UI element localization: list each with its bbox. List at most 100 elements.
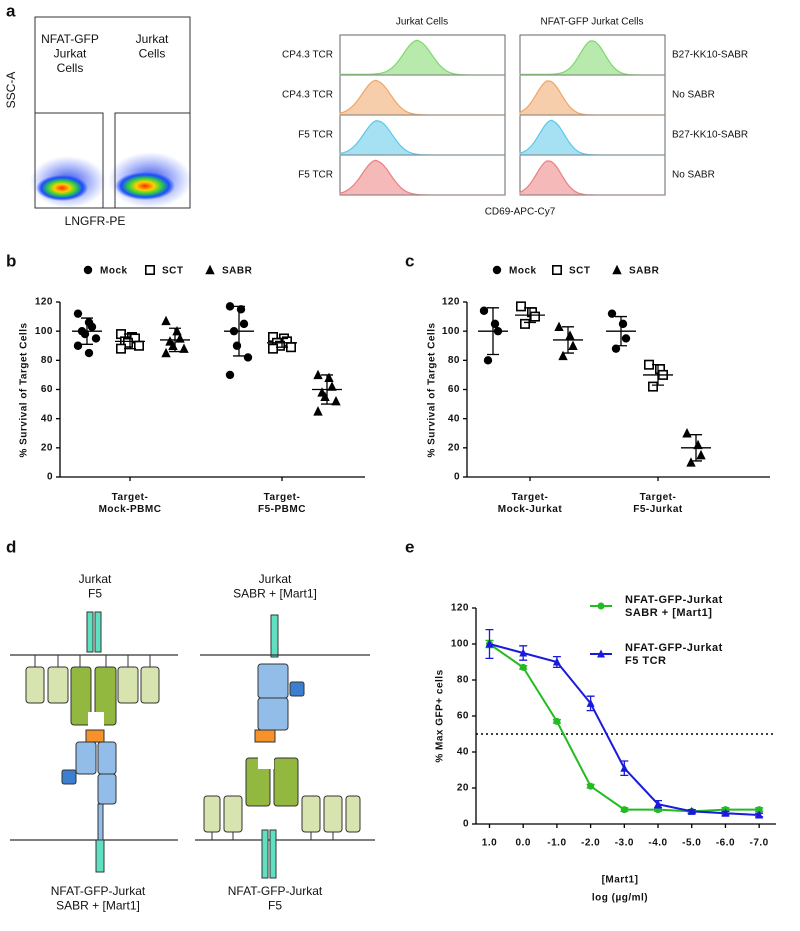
marker [519, 318, 530, 329]
legend-marker [551, 264, 562, 275]
marker [620, 763, 629, 772]
marker [686, 457, 696, 467]
marker [485, 639, 494, 648]
marker [654, 799, 663, 808]
marker [607, 309, 617, 318]
x-tick-label: Target-F5-PBMC [258, 492, 306, 515]
x-tick-label: Target-F5-Jurkat [633, 492, 683, 515]
diagram: Jurkat F5 NFAT-GFP-Jurkat SABR + [Mart1] J… [10, 572, 375, 913]
tcr [261, 829, 269, 879]
legend-label: SCT [162, 266, 184, 277]
y-tick-label: 60 [457, 711, 469, 722]
error-bar [615, 315, 627, 347]
marker [618, 319, 628, 329]
marker [134, 340, 145, 351]
marker [721, 808, 730, 817]
x-tick-label: -7.0 [750, 838, 769, 849]
row-label: CP4.3 TCR [282, 50, 333, 61]
series-line [488, 643, 760, 813]
diagram-label: NFAT-GFP-Jurkat SABR + [Mart1] [51, 884, 146, 912]
marker [161, 315, 171, 326]
legend-label: NFAT-GFP-Jurkat SABR + [Mart1] [625, 594, 723, 619]
mhc [70, 666, 117, 726]
marker [232, 341, 242, 350]
row-label: F5 TCR [298, 130, 333, 141]
diagram-label: Jurkat F5 [79, 572, 112, 600]
y-tick-label: 80 [41, 355, 53, 366]
column-title: NFAT-GFP Jurkat Cells [541, 17, 644, 28]
sabr [61, 741, 117, 805]
notch [258, 757, 274, 769]
y-tick-label: 100 [451, 639, 469, 650]
histogram [339, 120, 505, 156]
x-tick-label: Target-Mock-PBMC [99, 492, 162, 515]
marker [696, 449, 706, 460]
panel-label: b [6, 251, 16, 270]
x-tick-label: -3.0 [615, 838, 634, 849]
histogram [519, 40, 665, 76]
x-tick-label: -4.0 [648, 838, 667, 849]
gate [114, 112, 191, 209]
panel-label: e [405, 537, 414, 556]
legend-label: SCT [569, 266, 591, 277]
marker [620, 806, 628, 814]
marker [225, 370, 235, 380]
y-tick-label: 0 [463, 819, 469, 830]
marker [755, 806, 763, 814]
error-bar [690, 434, 702, 462]
marker [515, 301, 526, 312]
legend-label: Mock [100, 266, 128, 277]
error-bar [233, 305, 245, 357]
gate-label: NFAT-GFP Jurkat Cells [41, 32, 99, 75]
marker [313, 406, 323, 416]
histograms: Jurkat Cells NFAT-GFP Jurkat Cells CD69-… [282, 17, 748, 218]
y-tick-label: 20 [41, 442, 53, 453]
y-tick-label: 60 [448, 384, 460, 395]
cd3 [203, 795, 361, 840]
x-tick-label: -6.0 [716, 838, 735, 849]
legend-label: Mock [509, 266, 537, 277]
marker [552, 657, 561, 666]
marker [647, 381, 658, 392]
marker [327, 381, 337, 391]
marker [225, 302, 235, 311]
marker [529, 311, 540, 322]
marker [586, 698, 595, 707]
y-tick-label: 120 [35, 297, 53, 308]
row-label: No SABR [672, 170, 715, 181]
row-label: CP4.3 TCR [282, 90, 333, 101]
panel-label: a [6, 1, 16, 20]
axis-label: LNGFR-PE [65, 214, 126, 228]
legend-marker [597, 602, 605, 610]
marker [643, 359, 654, 370]
y-tick-label: 40 [448, 413, 460, 424]
cd3 [25, 655, 160, 704]
marker [285, 342, 296, 353]
error-bar [276, 337, 288, 348]
marker [479, 306, 489, 315]
marker [73, 309, 83, 318]
marker [331, 395, 341, 406]
marker [687, 806, 696, 815]
marker [483, 356, 493, 365]
y-tick-label: 80 [448, 355, 460, 366]
y-tick-label: 0 [47, 472, 53, 483]
x-tick-label: 0.0 [515, 838, 530, 849]
legend-marker [83, 265, 93, 275]
error-bar [169, 327, 181, 353]
x-tick-label: -5.0 [682, 838, 701, 849]
y-tick-label: 120 [442, 297, 460, 308]
y-axis-label: % Max GFP+ cells [435, 669, 446, 762]
y-axis-label: % Survival of Target Cells [427, 322, 438, 457]
marker [554, 321, 564, 331]
histogram [519, 80, 665, 116]
marker [239, 319, 249, 329]
x-tick-label: 1.0 [482, 838, 497, 849]
y-tick-label: 20 [457, 783, 469, 794]
marker [243, 353, 253, 362]
density-hotspot [36, 175, 88, 201]
row-label: F5 TCR [298, 170, 333, 181]
legend-label: NFAT-GFP-Jurkat F5 TCR [625, 642, 723, 667]
marker [324, 372, 334, 383]
